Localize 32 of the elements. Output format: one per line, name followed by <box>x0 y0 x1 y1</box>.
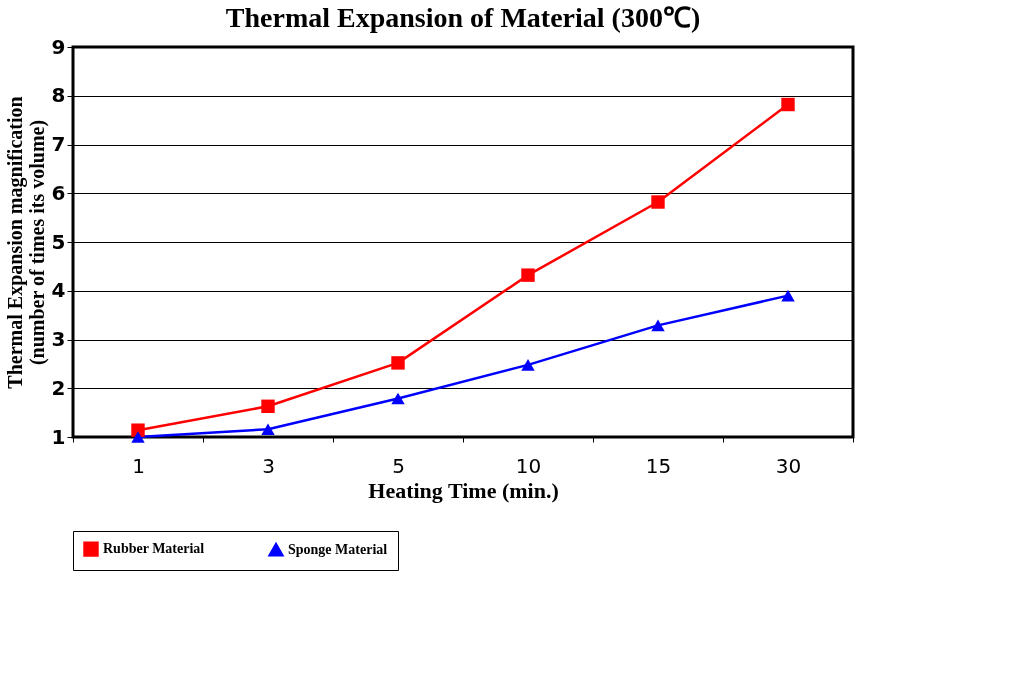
x-tick-label: 10 <box>515 453 542 478</box>
y-tick-label: 1 <box>51 424 66 449</box>
y-tick-label: 3 <box>51 327 66 351</box>
point <box>391 356 405 370</box>
y-tick-label: 4 <box>51 278 66 303</box>
y-tick-label: 7 <box>51 132 66 156</box>
point <box>521 268 535 282</box>
x-axis-title: Heating Time (min.) <box>368 477 559 503</box>
x-tick-label: 30 <box>775 453 802 478</box>
y-tick-label: 6 <box>51 180 66 205</box>
x-tick-label: 3 <box>262 453 275 478</box>
x-tick-label: 5 <box>392 453 405 478</box>
y-tick-label: 9 <box>51 34 66 59</box>
point <box>651 195 665 209</box>
point <box>391 392 405 405</box>
y-tick-label: 2 <box>51 375 66 400</box>
legend-label: Sponge Material <box>288 541 388 557</box>
point <box>131 423 145 437</box>
point <box>781 97 795 112</box>
x-tick-label: 15 <box>645 453 672 478</box>
point <box>651 319 665 332</box>
point <box>261 423 275 436</box>
y-tick-label: 8 <box>51 83 66 108</box>
point <box>261 399 275 413</box>
point <box>521 359 535 371</box>
x-tick-label: 1 <box>132 453 145 478</box>
point <box>781 289 795 302</box>
y-tick-label: 5 <box>51 229 66 254</box>
y-axis-title: Thermal Expansion magnification (number of times its volume) <box>3 96 49 389</box>
chart-title: Thermal Expansion of Material (300℃) <box>225 2 701 33</box>
legend-label: Rubber Material <box>103 541 205 557</box>
point <box>131 431 145 443</box>
